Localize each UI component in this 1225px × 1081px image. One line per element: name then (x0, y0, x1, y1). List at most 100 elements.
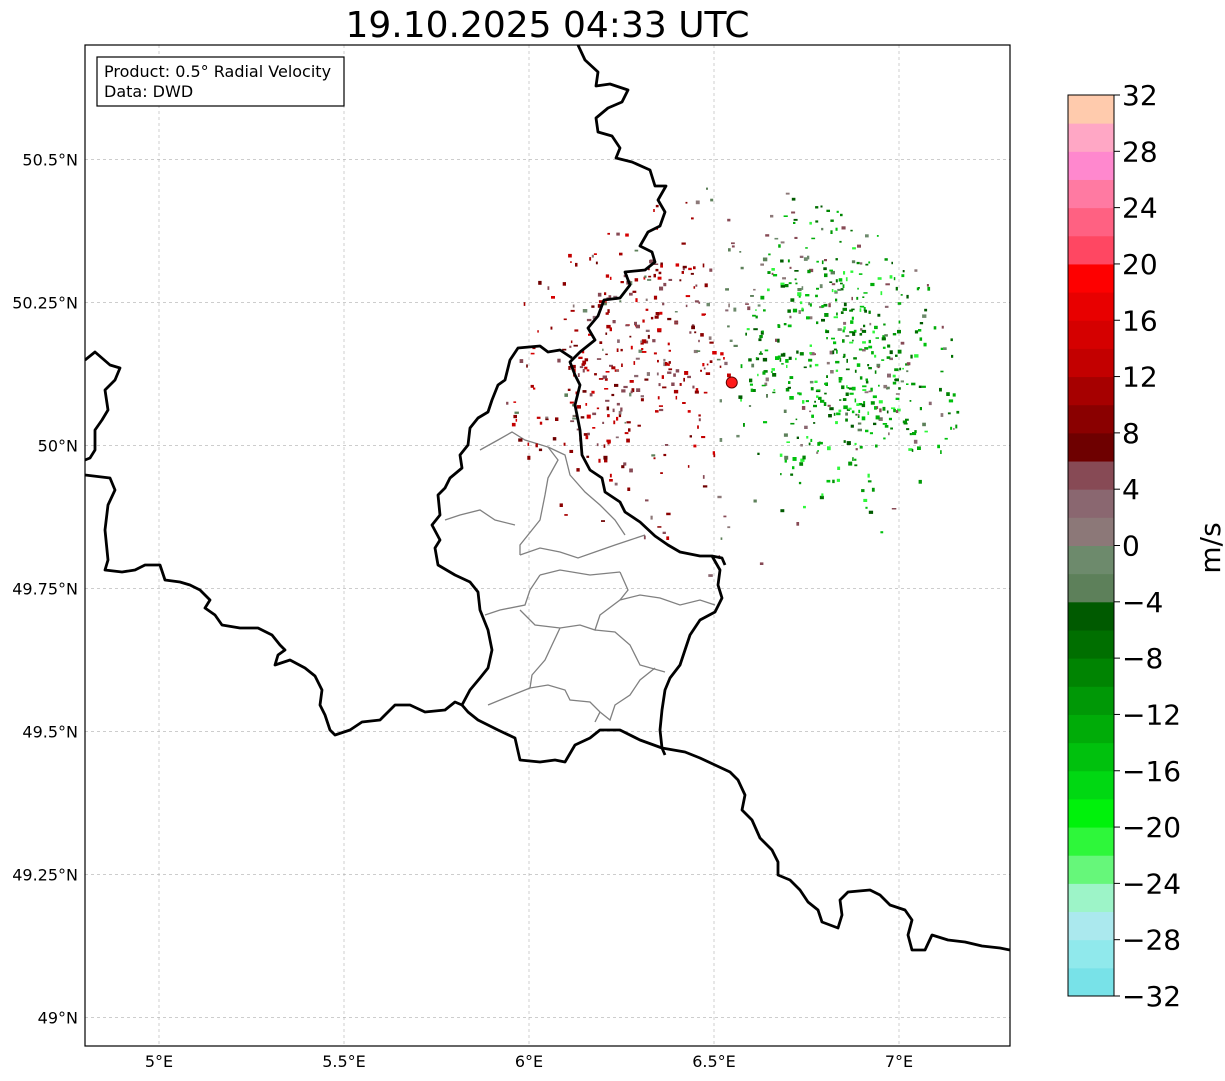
echo-pixel (801, 406, 806, 410)
echo-pixel (842, 307, 847, 311)
echo-pixel (784, 459, 787, 463)
echo-pixel (793, 218, 798, 221)
gridlines (85, 45, 1010, 1046)
echo-pixel (607, 309, 610, 313)
echo-pixel (537, 330, 539, 333)
echo-pixel (890, 427, 893, 430)
echo-pixel (745, 332, 747, 336)
echo-pixel (586, 414, 591, 419)
echo-pixel (738, 395, 743, 399)
colorbar-segment (1068, 123, 1114, 152)
echo-pixel (867, 473, 870, 478)
colorbar-tick-label: 24 (1122, 192, 1158, 225)
echo-pixel (727, 218, 731, 222)
colorbar-tick-label: 4 (1122, 473, 1140, 506)
echo-pixel (841, 385, 845, 390)
echo-pixel (838, 278, 843, 282)
echo-pixel (653, 352, 657, 355)
echo-pixel (629, 468, 633, 473)
echo-pixel (575, 391, 578, 395)
echo-pixel (586, 369, 590, 372)
echo-pixel (897, 408, 901, 412)
echo-pixel (694, 331, 697, 334)
echo-pixel (762, 357, 768, 362)
echo-pixel (851, 260, 856, 264)
colorbar-tick-label: −12 (1122, 698, 1181, 731)
echo-pixel (666, 512, 671, 516)
echo-pixel (787, 324, 792, 328)
echo-pixel (821, 260, 824, 265)
echo-pixel (655, 410, 659, 413)
echo-pixel (874, 326, 877, 329)
echo-pixel (803, 257, 808, 261)
echo-pixel (807, 255, 810, 260)
echo-pixel (539, 421, 543, 425)
echo-pixel (733, 344, 738, 347)
echo-pixel (647, 334, 650, 339)
echo-pixel (833, 341, 837, 345)
echo-pixel (658, 383, 661, 387)
colorbar-segment (1068, 939, 1114, 969)
echo-pixel (770, 371, 773, 373)
echo-pixel (681, 242, 686, 245)
echo-pixel (891, 407, 896, 410)
echo-pixel (868, 339, 871, 344)
echo-pixel (928, 401, 932, 406)
echo-pixel (570, 309, 575, 312)
echo-pixel (918, 385, 922, 388)
echo-pixel (799, 352, 804, 356)
echo-pixel (689, 435, 692, 438)
echo-pixel (849, 341, 854, 344)
echo-pixel (815, 206, 819, 209)
echo-pixel (787, 386, 791, 389)
echo-pixel (857, 414, 860, 418)
echo-pixel (780, 473, 782, 476)
echo-pixel (620, 407, 623, 412)
echo-pixel (859, 376, 863, 380)
echo-pixel (824, 392, 827, 395)
echo-pixel (843, 321, 847, 325)
echo-pixel (869, 432, 873, 435)
echo-pixel (598, 300, 604, 304)
echo-pixel (719, 365, 722, 368)
echo-pixel (629, 392, 632, 397)
echo-pixel (889, 275, 893, 279)
echo-pixel (837, 328, 842, 331)
echo-pixel (675, 369, 680, 373)
echo-pixel (692, 385, 695, 389)
echo-pixel (780, 241, 785, 244)
echo-pixel (616, 348, 619, 352)
echo-pixel (823, 267, 827, 271)
echo-pixel (887, 373, 891, 378)
echo-pixel (602, 375, 607, 379)
echo-pixel (832, 479, 835, 484)
echo-pixel (843, 326, 846, 330)
echo-pixel (587, 432, 590, 436)
echo-pixel (618, 413, 622, 418)
echo-pixel (851, 308, 855, 311)
echo-pixel (790, 298, 795, 302)
echo-pixel (586, 455, 590, 458)
echo-pixel (863, 292, 868, 294)
echo-pixel (802, 400, 805, 404)
colorbar-tick-label: 0 (1122, 530, 1140, 563)
echo-pixel (668, 349, 671, 352)
echo-pixel (817, 442, 821, 446)
echo-pixel (859, 445, 863, 449)
echo-pixel (857, 287, 859, 290)
echo-pixel (901, 274, 905, 278)
colorbar-segment (1068, 601, 1114, 631)
echo-pixel (657, 276, 662, 280)
radar-site-marker (725, 376, 738, 389)
echo-pixel (671, 382, 675, 386)
echo-pixel (860, 328, 863, 331)
echo-pixel (830, 270, 835, 275)
echo-pixel (903, 422, 908, 425)
colorbar (1067, 94, 1115, 997)
echo-pixel (877, 366, 880, 369)
colorbar-tick-label: −16 (1122, 755, 1181, 788)
echo-pixel (749, 383, 753, 386)
echo-pixel (564, 393, 568, 397)
echo-pixel (526, 364, 528, 368)
echo-pixel (695, 284, 698, 287)
